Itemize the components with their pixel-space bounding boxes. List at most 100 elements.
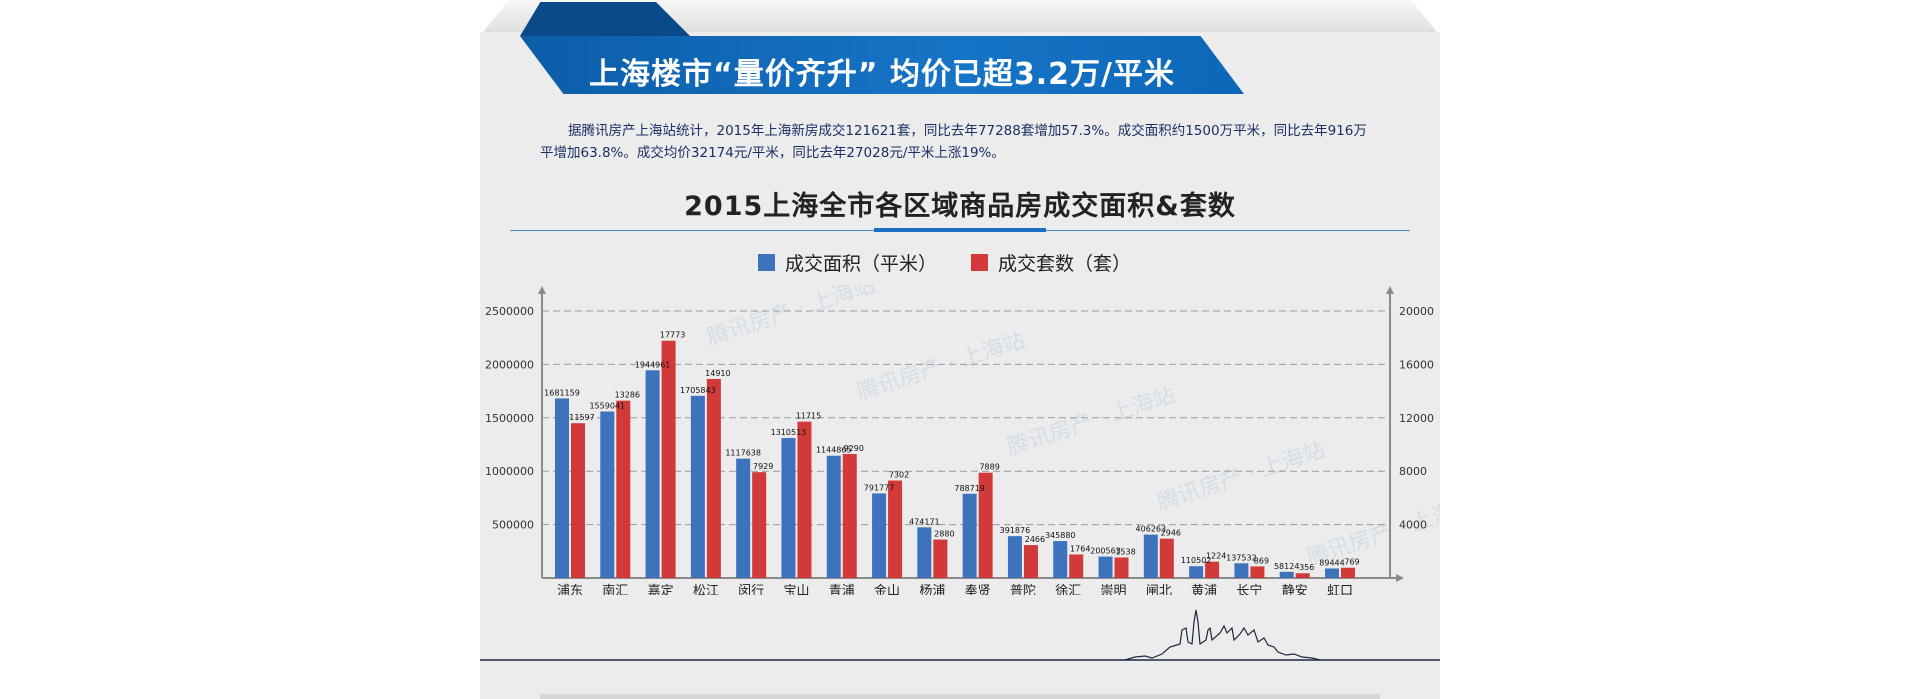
data-label-count: 1224 [1206,552,1226,561]
right-axis-tick-label: 16000 [1399,358,1434,371]
bar-area [826,455,841,578]
data-label-area: 1681159 [544,388,580,397]
data-label-count: 7889 [979,463,999,472]
x-tick-label: 浦东 [557,584,583,595]
data-label-count: 13286 [615,391,640,400]
data-label-area: 1117638 [725,449,761,458]
bar-count [752,472,767,578]
bar-area [600,411,615,578]
data-label-count: 7302 [889,471,909,480]
bar-area [1234,563,1249,578]
data-label-count: 356 [1299,563,1314,572]
x-tick-label: 普陀 [1010,583,1036,595]
x-tick-label: 金山 [874,583,900,595]
title-banner: 上海楼市“量价齐升” 均价已超3.2万/平米 [520,36,1244,94]
data-label-count: 2466 [1025,535,1045,544]
data-label-count: 1538 [1115,547,1135,556]
data-label-area: 474171 [909,517,940,526]
data-label-count: 17773 [660,331,685,340]
data-label-area: 788719 [954,484,985,493]
bar-count [1250,566,1265,578]
data-label-area: 137532 [1226,553,1257,562]
data-label-area: 110502 [1181,556,1212,565]
legend-swatch-area [758,253,775,271]
infographic-panel [480,32,1440,699]
right-axis-arrow [1386,286,1394,294]
bar-count [1159,538,1174,578]
watermark-text: 腾讯房产 · 上海站 [1154,438,1328,516]
left-axis-arrow [538,286,546,294]
x-tick-label: 长宁 [1236,583,1262,595]
left-axis-tick-label: 1500000 [485,412,534,425]
bar-count [706,378,721,578]
bar-count [933,539,948,578]
x-tick-label: 虹口 [1327,584,1353,595]
data-label-area: 406263 [1136,525,1167,534]
bar-count [842,453,857,578]
bar-area [781,438,796,578]
data-label-count: 14910 [705,369,730,378]
x-tick-label: 杨浦 [919,584,945,595]
bar-area [645,370,660,578]
bar-area [962,493,977,578]
x-tick-label: 徐汇 [1055,584,1081,595]
legend-swatch-count [971,253,989,271]
left-axis-tick-label: 500000 [492,519,534,532]
bar-count [661,340,676,578]
bar-count [978,472,993,578]
data-label-area: 1144865 [816,446,852,455]
data-label-count: 769 [1344,558,1359,567]
intro-paragraph: 据腾讯房产上海站统计，2015年上海新房成交121621套，同比去年77288套… [540,123,1367,161]
bar-count [797,421,812,578]
bar-count [1023,545,1038,578]
x-tick-label: 南汇 [602,583,628,595]
data-label-area: 89444 [1319,558,1344,567]
bar-area [1189,566,1204,578]
watermark-text: 腾讯房产 · 上海站 [1004,383,1178,461]
bar-count [1205,561,1220,578]
bar-count [616,400,631,578]
data-label-area: 58124 [1274,562,1299,571]
x-tick-label: 闸北 [1146,584,1172,595]
x-tick-label: 奉贤 [965,584,991,595]
right-axis-tick-label: 8000 [1399,465,1427,478]
x-tick-label: 崇明 [1101,584,1127,595]
data-label-area: 1310513 [771,428,807,437]
data-label-area: 1705843 [680,386,716,395]
bar-area [872,493,887,578]
x-axis-arrow [1396,574,1404,582]
data-label-count: 2880 [934,530,954,539]
x-tick-label: 黄浦 [1191,584,1217,595]
bar-area [555,398,569,578]
left-axis-tick-label: 1000000 [485,465,534,478]
x-tick-label: 宝山 [783,584,809,595]
title-accent [874,228,1046,232]
data-label-area: 345880 [1045,531,1076,540]
data-label-count: 1764 [1070,544,1090,553]
chart-legend: 成交面积（平米） 成交套数（套） [758,249,1165,276]
watermark-text: 腾讯房产 · 上海站 [854,328,1028,406]
bar-area [1053,541,1068,578]
bar-count [1114,557,1129,578]
bar-area [736,458,751,578]
data-label-count: 7929 [753,462,773,471]
bar-area [1279,571,1294,578]
bar-area [1098,556,1113,578]
banner-title: 上海楼市“量价齐升” 均价已超3.2万/平米 [589,57,1175,92]
data-label-area: 391876 [1000,526,1031,535]
bar-area [1143,534,1158,578]
x-tick-label: 静安 [1282,584,1308,595]
data-label-area: 791777 [864,483,895,492]
legend-item-count: 成交套数（套） [971,249,1131,276]
legend-label-count: 成交套数（套） [998,252,1132,275]
bar-count [1069,554,1084,578]
bar-count [888,480,903,578]
bar-area [1007,536,1022,578]
chart-title: 2015上海全市各区域商品房成交面积&套数 [684,191,1236,222]
watermark-text: 腾讯房产 · 上海站 [704,285,878,351]
data-label-count: 9290 [844,444,864,453]
left-axis-tick-label: 2000000 [485,358,534,371]
bar-area [1325,568,1339,578]
left-axis-tick-label: 2500000 [485,305,534,318]
